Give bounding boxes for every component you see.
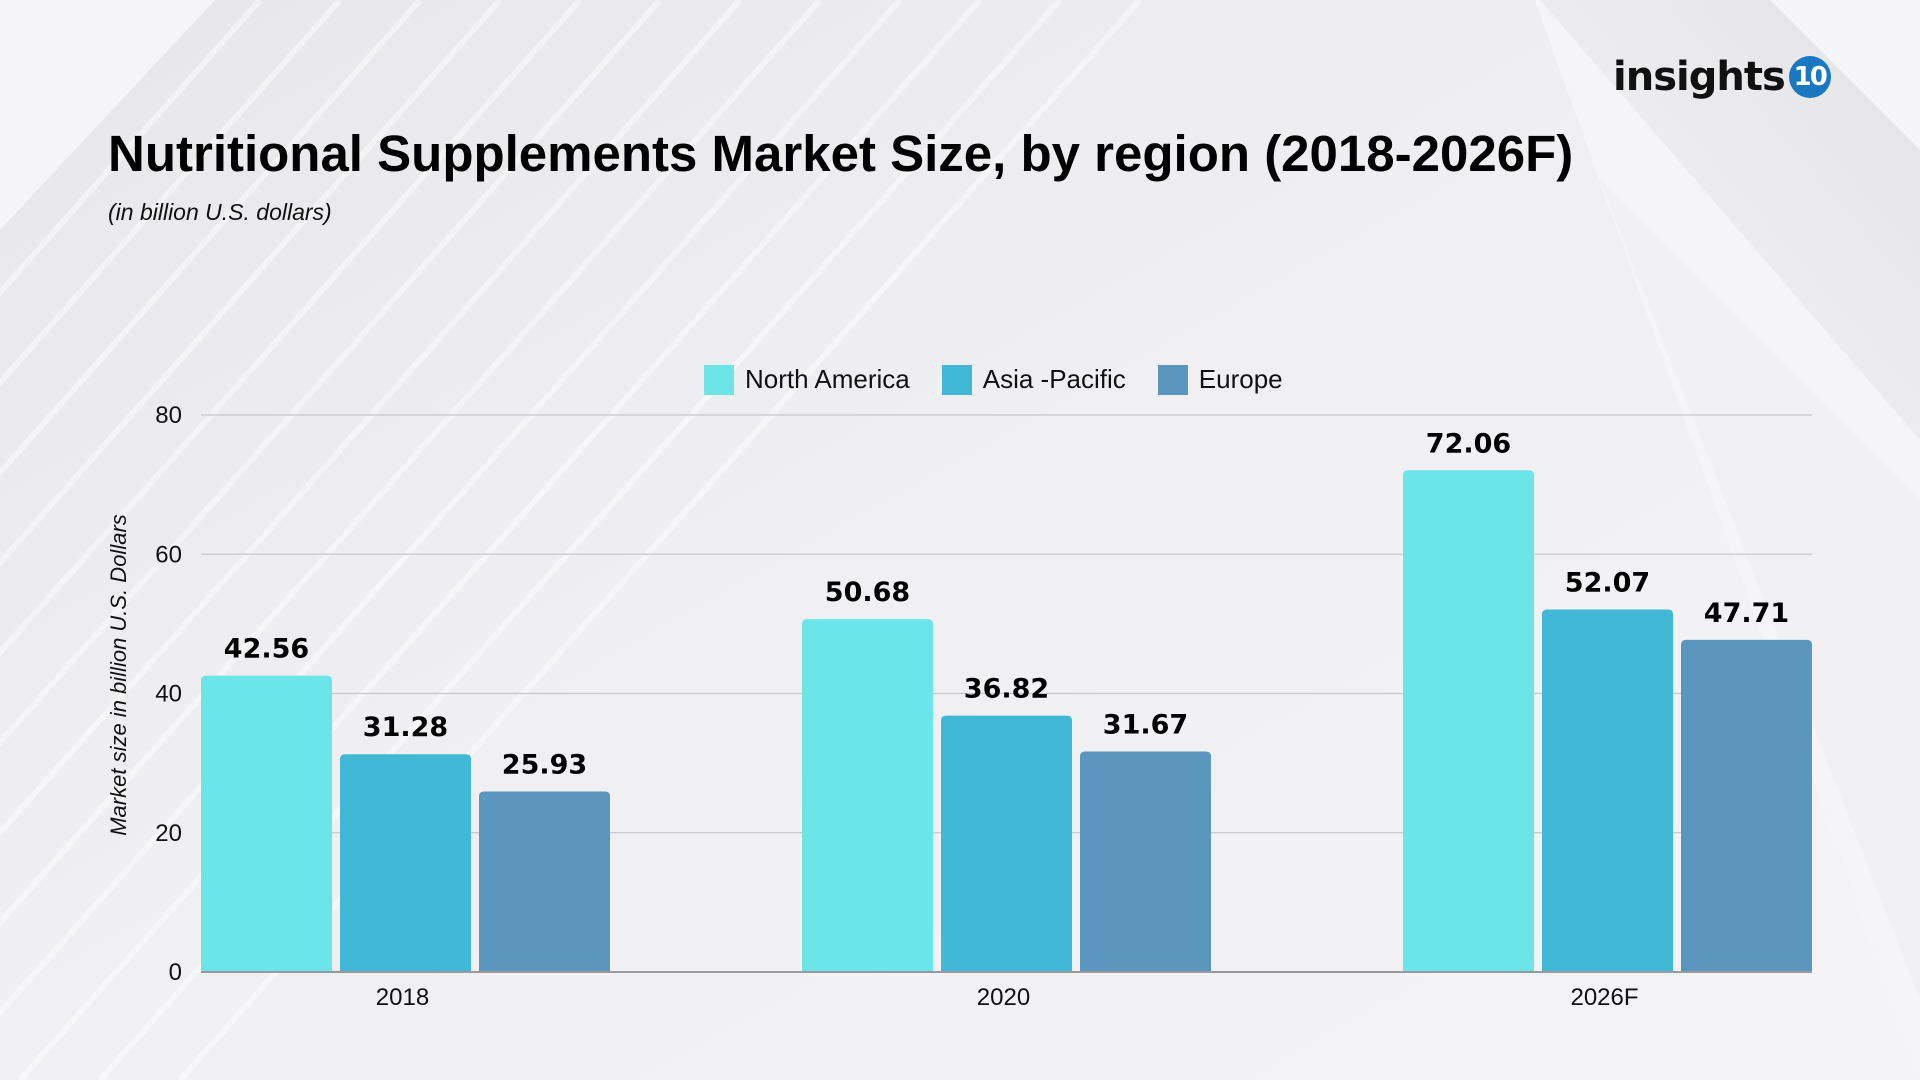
data-label: 36.82: [964, 674, 1049, 705]
bar-asia-pacific-2018: [340, 754, 471, 972]
x-tick-label: 2026F: [1570, 984, 1638, 1011]
data-label: 42.56: [224, 634, 309, 665]
y-tick-labels: 0 20 40 60 80: [155, 402, 182, 986]
bar-europe-2018: [479, 791, 610, 972]
legend-item-europe: Europe: [1157, 364, 1283, 395]
insights10-logo: insights 10: [1613, 54, 1831, 100]
x-tick-label: 2020: [977, 984, 1030, 1011]
data-label: 25.93: [502, 749, 587, 780]
legend-swatch: [1157, 364, 1188, 395]
y-tick-label: 80: [155, 402, 182, 429]
legend-item-asia-pacific: Asia -Pacific: [941, 364, 1126, 395]
legend: North America Asia -Pacific Europe: [704, 364, 1315, 395]
logo-badge: 10: [1788, 56, 1831, 98]
bar-europe-2020: [1080, 751, 1211, 972]
x-tick-label: 2018: [376, 984, 429, 1011]
chart-title: Nutritional Supplements Market Size, by …: [108, 125, 1574, 182]
legend-item-north-america: North America: [704, 364, 910, 395]
bars: [201, 470, 1812, 972]
data-label: 52.07: [1565, 567, 1650, 598]
data-labels: 42.56 31.28 25.93 50.68 36.82 31.67 72.06 52.07…: [224, 428, 1789, 780]
data-label: 50.68: [825, 577, 910, 608]
y-tick-label: 0: [169, 959, 182, 986]
legend-label: Asia -Pacific: [982, 364, 1126, 394]
bar-asia-pacific-2020: [941, 715, 1072, 972]
y-tick-label: 40: [155, 681, 182, 708]
data-label: 72.06: [1426, 428, 1511, 459]
bar-north-america-2026f: [1403, 470, 1534, 972]
data-label: 31.67: [1103, 709, 1188, 740]
legend-label: Europe: [1198, 364, 1283, 394]
bar-north-america-2020: [802, 619, 933, 972]
logo-text: insights: [1613, 54, 1786, 100]
legend-swatch: [941, 364, 972, 395]
y-tick-label: 20: [155, 820, 182, 847]
bar-asia-pacific-2026f: [1542, 609, 1673, 972]
y-tick-label: 60: [155, 541, 182, 568]
legend-swatch: [704, 364, 734, 395]
data-label: 47.71: [1704, 598, 1789, 629]
legend-label: North America: [745, 364, 910, 394]
bar-north-america-2018: [201, 675, 332, 972]
x-tick-labels: 2018 2020 2026F: [201, 971, 1812, 1011]
bar-europe-2026f: [1681, 639, 1812, 972]
chart-subtitle: (in billion U.S. dollars): [108, 199, 332, 225]
data-label: 31.28: [363, 712, 448, 743]
